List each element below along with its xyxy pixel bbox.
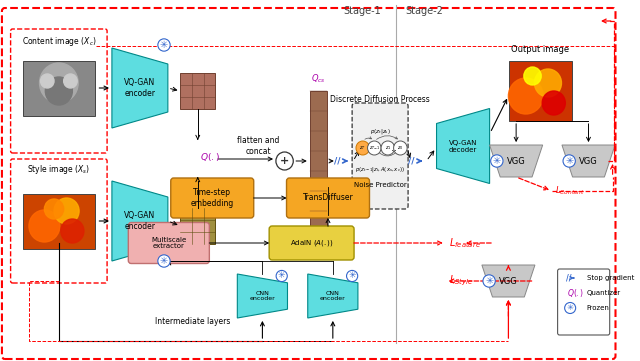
Bar: [180, 208, 215, 244]
Text: $L_{feature}$: $L_{feature}$: [449, 236, 481, 250]
Text: Content image $(X_c)$: Content image $(X_c)$: [22, 35, 96, 48]
Polygon shape: [490, 145, 543, 177]
Text: VGG: VGG: [507, 157, 525, 165]
Text: TransDiffuser: TransDiffuser: [303, 193, 353, 203]
Text: VQ-GAN
encoder: VQ-GAN encoder: [124, 211, 156, 231]
Text: //: //: [566, 274, 572, 283]
Circle shape: [44, 199, 63, 219]
Text: Stage-2: Stage-2: [406, 6, 444, 16]
Text: VGG: VGG: [499, 277, 518, 286]
Text: Time-step
embedding: Time-step embedding: [191, 188, 234, 208]
Text: Stage-1: Stage-1: [343, 6, 381, 16]
Text: $L_{Content}$: $L_{Content}$: [555, 185, 585, 197]
Text: Output image: Output image: [511, 44, 570, 53]
Text: $z_T$: $z_T$: [359, 144, 366, 152]
Text: ✳: ✳: [565, 156, 573, 166]
Circle shape: [356, 141, 369, 155]
Polygon shape: [436, 109, 490, 183]
Text: //: //: [335, 157, 341, 165]
Text: Discrete Diffusion Process: Discrete Diffusion Process: [330, 95, 430, 104]
Text: ✳: ✳: [348, 271, 356, 280]
Text: $Q(.)$: $Q(.)$: [200, 151, 220, 163]
Text: Quantizer: Quantizer: [586, 290, 621, 296]
Text: VQ-GAN
encoder: VQ-GAN encoder: [124, 78, 156, 98]
Polygon shape: [112, 48, 168, 128]
Text: $z_0$: $z_0$: [397, 144, 404, 152]
Bar: [310, 91, 327, 231]
Circle shape: [534, 69, 561, 97]
Polygon shape: [112, 181, 168, 261]
Circle shape: [29, 210, 60, 242]
Circle shape: [40, 74, 54, 88]
Text: +: +: [280, 156, 289, 166]
Circle shape: [61, 219, 84, 243]
Text: $L_{Style}$: $L_{Style}$: [449, 274, 473, 288]
Text: Multiscale
extractor: Multiscale extractor: [151, 236, 186, 249]
Text: ✳: ✳: [493, 156, 501, 166]
Text: CNN
encoder: CNN encoder: [250, 291, 275, 301]
Bar: [22, 193, 95, 248]
Text: $z_{T\!-\!1}$: $z_{T\!-\!1}$: [369, 144, 380, 152]
Circle shape: [276, 152, 293, 170]
Text: ..: ..: [390, 143, 397, 153]
Polygon shape: [237, 274, 287, 318]
FancyBboxPatch shape: [2, 8, 616, 359]
Text: Frozen: Frozen: [586, 305, 609, 311]
Circle shape: [394, 141, 407, 155]
Circle shape: [381, 141, 395, 155]
Circle shape: [45, 77, 72, 105]
Text: $Q_{cs}$: $Q_{cs}$: [311, 73, 326, 85]
FancyBboxPatch shape: [128, 222, 209, 264]
Text: ✳: ✳: [485, 276, 493, 286]
Text: ✳: ✳: [160, 256, 168, 266]
Text: Stop gradient: Stop gradient: [586, 275, 634, 281]
Circle shape: [63, 74, 77, 88]
Text: ✳: ✳: [160, 40, 168, 50]
FancyBboxPatch shape: [171, 178, 253, 218]
Circle shape: [54, 198, 79, 224]
FancyBboxPatch shape: [557, 269, 610, 335]
Text: $z_1$: $z_1$: [385, 144, 391, 152]
FancyBboxPatch shape: [269, 226, 354, 260]
Text: Noise Predictor: Noise Predictor: [354, 182, 406, 188]
Text: ✳: ✳: [566, 304, 573, 313]
Text: CNN
encoder: CNN encoder: [320, 291, 346, 301]
Text: $p(z_t|z_s)$: $p(z_t|z_s)$: [370, 126, 390, 135]
Polygon shape: [562, 145, 615, 177]
Bar: [180, 73, 215, 109]
FancyBboxPatch shape: [287, 178, 369, 218]
Bar: [22, 61, 95, 116]
Circle shape: [508, 78, 543, 114]
Text: $p(z_{t-1}|z_t,A(x_s,x_c))$: $p(z_{t-1}|z_t,A(x_s,x_c))$: [355, 165, 405, 174]
Text: VQ-GAN
decoder: VQ-GAN decoder: [449, 139, 477, 152]
Bar: [509, 61, 572, 121]
Text: Intermediate layers: Intermediate layers: [156, 317, 230, 326]
Polygon shape: [482, 265, 535, 297]
Text: flatten and
concat: flatten and concat: [237, 136, 280, 156]
Circle shape: [40, 63, 78, 103]
Text: //: //: [408, 157, 414, 165]
Circle shape: [524, 67, 541, 85]
Text: $Q(.)$: $Q(.)$: [567, 287, 584, 299]
Polygon shape: [308, 274, 358, 318]
Text: ✳: ✳: [278, 271, 285, 280]
FancyBboxPatch shape: [352, 103, 408, 209]
Text: Style image $(X_s)$: Style image $(X_s)$: [27, 162, 90, 175]
Circle shape: [367, 141, 381, 155]
Text: AdaIN $(A(.))$: AdaIN $(A(.))$: [290, 238, 333, 248]
Text: VGG: VGG: [579, 157, 598, 165]
Circle shape: [542, 91, 565, 115]
